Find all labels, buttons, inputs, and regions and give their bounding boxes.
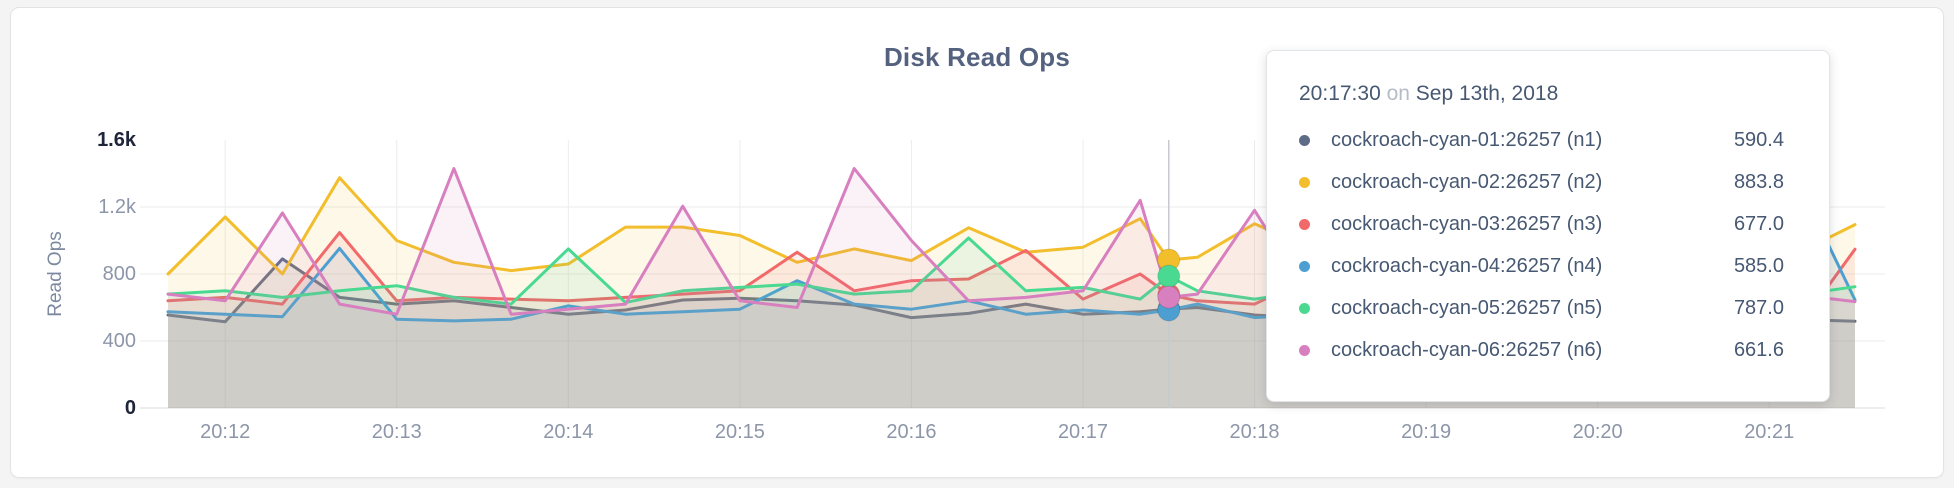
- series-label: cockroach-cyan-05:26257 (n5): [1331, 296, 1603, 319]
- x-tick-label: 20:17: [1057, 421, 1108, 443]
- tooltip-time: 20:17:30: [1299, 82, 1381, 105]
- tooltip-row: cockroach-cyan-03:26257 (n3) 677.0: [1299, 203, 1784, 245]
- hover-dot-n5: [1157, 264, 1181, 288]
- series-value: 661.6: [1733, 338, 1784, 361]
- series-value: 585.0: [1733, 254, 1784, 277]
- tooltip-rows: cockroach-cyan-01:26257 (n1) 590.4 cockroa…: [1299, 119, 1784, 371]
- series-value: 787.0: [1733, 296, 1784, 319]
- tooltip-row: cockroach-cyan-04:26257 (n4) 585.0: [1299, 245, 1784, 287]
- chart-tooltip: 20:17:30 on Sep 13th, 2018 cockroach-cya…: [1266, 50, 1830, 402]
- series-label: cockroach-cyan-06:26257 (n6): [1331, 338, 1603, 361]
- tooltip-date: Sep 13th, 2018: [1415, 82, 1559, 105]
- series-dot-icon: [1299, 344, 1310, 356]
- chart-title: Disk Read Ops: [883, 42, 1071, 72]
- series-label: cockroach-cyan-03:26257 (n3): [1331, 212, 1603, 235]
- x-tick-label: 20:18: [1229, 421, 1280, 443]
- series-value: 677.0: [1733, 212, 1784, 235]
- series-dot-icon: [1299, 134, 1310, 146]
- x-tick-label: 20:12: [200, 421, 251, 443]
- y-tick-label: 1.2k: [98, 196, 136, 218]
- x-tick-label: 20:14: [543, 421, 594, 443]
- tooltip-row: cockroach-cyan-02:26257 (n2) 883.8: [1299, 161, 1784, 203]
- y-tick-label: 800: [102, 263, 136, 285]
- x-tick-label: 20:13: [371, 421, 422, 443]
- x-tick-label: 20:15: [714, 421, 765, 443]
- x-tick-label: 20:20: [1572, 421, 1623, 443]
- series-dot-icon: [1299, 302, 1310, 314]
- tooltip-row: cockroach-cyan-01:26257 (n1) 590.4: [1299, 119, 1784, 161]
- tooltip-preposition: on: [1386, 82, 1410, 105]
- series-value: 883.8: [1733, 170, 1784, 193]
- x-tick-label: 20:21: [1744, 421, 1795, 443]
- x-tick-label: 20:16: [886, 421, 937, 443]
- tooltip-row: cockroach-cyan-06:26257 (n6) 661.6: [1299, 329, 1784, 371]
- tooltip-row: cockroach-cyan-05:26257 (n5) 787.0: [1299, 287, 1784, 329]
- series-label: cockroach-cyan-04:26257 (n4): [1331, 254, 1603, 277]
- hover-dot-n6: [1157, 285, 1181, 309]
- tooltip-header: 20:17:30 on Sep 13th, 2018: [1299, 81, 1784, 107]
- series-value: 590.4: [1733, 128, 1784, 151]
- series-dot-icon: [1299, 218, 1310, 230]
- y-tick-label: 0: [124, 397, 136, 419]
- series-dot-icon: [1299, 176, 1310, 188]
- series-label: cockroach-cyan-01:26257 (n1): [1331, 128, 1603, 151]
- x-tick-label: 20:19: [1401, 421, 1452, 443]
- y-tick-label: 400: [102, 330, 136, 352]
- series-label: cockroach-cyan-02:26257 (n2): [1331, 170, 1603, 193]
- y-tick-label: 1.6k: [97, 129, 136, 151]
- series-dot-icon: [1299, 260, 1310, 272]
